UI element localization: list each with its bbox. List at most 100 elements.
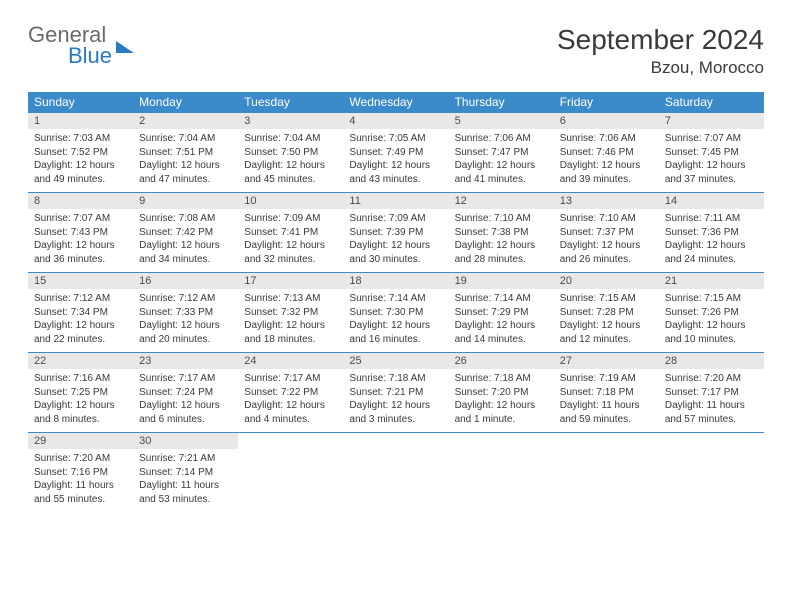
daylight-line1: Daylight: 11 hours xyxy=(139,479,232,493)
sunrise-text: Sunrise: 7:17 AM xyxy=(244,372,337,386)
day-cell xyxy=(449,433,554,513)
day-body: Sunrise: 7:21 AMSunset: 7:14 PMDaylight:… xyxy=(133,449,238,512)
day-body: Sunrise: 7:05 AMSunset: 7:49 PMDaylight:… xyxy=(343,129,448,192)
day-body: Sunrise: 7:11 AMSunset: 7:36 PMDaylight:… xyxy=(659,209,764,272)
daylight-line2: and 18 minutes. xyxy=(244,333,337,347)
daylight-line1: Daylight: 12 hours xyxy=(349,319,442,333)
day-number: 18 xyxy=(343,273,448,289)
week-row: 22Sunrise: 7:16 AMSunset: 7:25 PMDayligh… xyxy=(28,353,764,433)
sunset-text: Sunset: 7:33 PM xyxy=(139,306,232,320)
day-body: Sunrise: 7:14 AMSunset: 7:29 PMDaylight:… xyxy=(449,289,554,352)
daylight-line2: and 10 minutes. xyxy=(665,333,758,347)
sunrise-text: Sunrise: 7:14 AM xyxy=(349,292,442,306)
dow-sunday: Sunday xyxy=(28,92,133,113)
sunrise-text: Sunrise: 7:16 AM xyxy=(34,372,127,386)
day-cell: 10Sunrise: 7:09 AMSunset: 7:41 PMDayligh… xyxy=(238,193,343,273)
sunrise-text: Sunrise: 7:04 AM xyxy=(139,132,232,146)
day-number: 17 xyxy=(238,273,343,289)
daylight-line2: and 36 minutes. xyxy=(34,253,127,267)
daylight-line2: and 1 minute. xyxy=(455,413,548,427)
day-cell: 12Sunrise: 7:10 AMSunset: 7:38 PMDayligh… xyxy=(449,193,554,273)
sunset-text: Sunset: 7:46 PM xyxy=(560,146,653,160)
daylight-line2: and 32 minutes. xyxy=(244,253,337,267)
day-cell: 26Sunrise: 7:18 AMSunset: 7:20 PMDayligh… xyxy=(449,353,554,433)
daylight-line1: Daylight: 12 hours xyxy=(244,319,337,333)
sunset-text: Sunset: 7:51 PM xyxy=(139,146,232,160)
day-body: Sunrise: 7:09 AMSunset: 7:39 PMDaylight:… xyxy=(343,209,448,272)
day-body: Sunrise: 7:03 AMSunset: 7:52 PMDaylight:… xyxy=(28,129,133,192)
day-number: 5 xyxy=(449,113,554,129)
daylight-line2: and 26 minutes. xyxy=(560,253,653,267)
daylight-line1: Daylight: 12 hours xyxy=(455,399,548,413)
logo-text: General Blue xyxy=(28,24,112,67)
day-cell: 15Sunrise: 7:12 AMSunset: 7:34 PMDayligh… xyxy=(28,273,133,353)
day-body: Sunrise: 7:08 AMSunset: 7:42 PMDaylight:… xyxy=(133,209,238,272)
sunrise-text: Sunrise: 7:03 AM xyxy=(34,132,127,146)
day-body: Sunrise: 7:20 AMSunset: 7:17 PMDaylight:… xyxy=(659,369,764,432)
dow-saturday: Saturday xyxy=(659,92,764,113)
dow-thursday: Thursday xyxy=(449,92,554,113)
sunset-text: Sunset: 7:52 PM xyxy=(34,146,127,160)
day-number: 3 xyxy=(238,113,343,129)
day-number: 9 xyxy=(133,193,238,209)
daylight-line2: and 45 minutes. xyxy=(244,173,337,187)
sunset-text: Sunset: 7:43 PM xyxy=(34,226,127,240)
sunset-text: Sunset: 7:14 PM xyxy=(139,466,232,480)
sunrise-text: Sunrise: 7:09 AM xyxy=(349,212,442,226)
day-number: 1 xyxy=(28,113,133,129)
sunrise-text: Sunrise: 7:10 AM xyxy=(455,212,548,226)
dow-tuesday: Tuesday xyxy=(238,92,343,113)
daylight-line2: and 49 minutes. xyxy=(34,173,127,187)
daylight-line2: and 12 minutes. xyxy=(560,333,653,347)
daylight-line2: and 41 minutes. xyxy=(455,173,548,187)
day-cell: 22Sunrise: 7:16 AMSunset: 7:25 PMDayligh… xyxy=(28,353,133,433)
day-cell: 9Sunrise: 7:08 AMSunset: 7:42 PMDaylight… xyxy=(133,193,238,273)
day-body: Sunrise: 7:18 AMSunset: 7:20 PMDaylight:… xyxy=(449,369,554,432)
day-cell: 21Sunrise: 7:15 AMSunset: 7:26 PMDayligh… xyxy=(659,273,764,353)
daylight-line2: and 59 minutes. xyxy=(560,413,653,427)
day-number: 6 xyxy=(554,113,659,129)
daylight-line2: and 55 minutes. xyxy=(34,493,127,507)
daylight-line1: Daylight: 12 hours xyxy=(455,319,548,333)
week-row: 1Sunrise: 7:03 AMSunset: 7:52 PMDaylight… xyxy=(28,113,764,193)
sunset-text: Sunset: 7:29 PM xyxy=(455,306,548,320)
day-number: 24 xyxy=(238,353,343,369)
daylight-line1: Daylight: 11 hours xyxy=(34,479,127,493)
sunrise-text: Sunrise: 7:05 AM xyxy=(349,132,442,146)
daylight-line2: and 30 minutes. xyxy=(349,253,442,267)
day-cell: 14Sunrise: 7:11 AMSunset: 7:36 PMDayligh… xyxy=(659,193,764,273)
sunrise-text: Sunrise: 7:06 AM xyxy=(560,132,653,146)
daylight-line2: and 14 minutes. xyxy=(455,333,548,347)
daylight-line1: Daylight: 12 hours xyxy=(560,239,653,253)
daylight-line2: and 34 minutes. xyxy=(139,253,232,267)
day-body xyxy=(238,437,343,495)
day-cell xyxy=(343,433,448,513)
day-number: 13 xyxy=(554,193,659,209)
daylight-line1: Daylight: 11 hours xyxy=(560,399,653,413)
day-body xyxy=(659,437,764,495)
daylight-line2: and 28 minutes. xyxy=(455,253,548,267)
sunrise-text: Sunrise: 7:15 AM xyxy=(560,292,653,306)
sunrise-text: Sunrise: 7:10 AM xyxy=(560,212,653,226)
day-number: 19 xyxy=(449,273,554,289)
day-body: Sunrise: 7:15 AMSunset: 7:26 PMDaylight:… xyxy=(659,289,764,352)
day-number: 22 xyxy=(28,353,133,369)
week-row: 8Sunrise: 7:07 AMSunset: 7:43 PMDaylight… xyxy=(28,193,764,273)
day-number: 15 xyxy=(28,273,133,289)
sunrise-text: Sunrise: 7:12 AM xyxy=(139,292,232,306)
sunset-text: Sunset: 7:42 PM xyxy=(139,226,232,240)
daylight-line1: Daylight: 12 hours xyxy=(349,399,442,413)
daylight-line2: and 22 minutes. xyxy=(34,333,127,347)
sunset-text: Sunset: 7:26 PM xyxy=(665,306,758,320)
sunrise-text: Sunrise: 7:09 AM xyxy=(244,212,337,226)
daylight-line2: and 53 minutes. xyxy=(139,493,232,507)
day-cell: 17Sunrise: 7:13 AMSunset: 7:32 PMDayligh… xyxy=(238,273,343,353)
day-body xyxy=(343,437,448,495)
day-cell: 1Sunrise: 7:03 AMSunset: 7:52 PMDaylight… xyxy=(28,113,133,193)
sunrise-text: Sunrise: 7:04 AM xyxy=(244,132,337,146)
location: Bzou, Morocco xyxy=(557,58,764,78)
day-number: 8 xyxy=(28,193,133,209)
sunrise-text: Sunrise: 7:12 AM xyxy=(34,292,127,306)
day-cell: 24Sunrise: 7:17 AMSunset: 7:22 PMDayligh… xyxy=(238,353,343,433)
calendar-body: 1Sunrise: 7:03 AMSunset: 7:52 PMDaylight… xyxy=(28,113,764,513)
